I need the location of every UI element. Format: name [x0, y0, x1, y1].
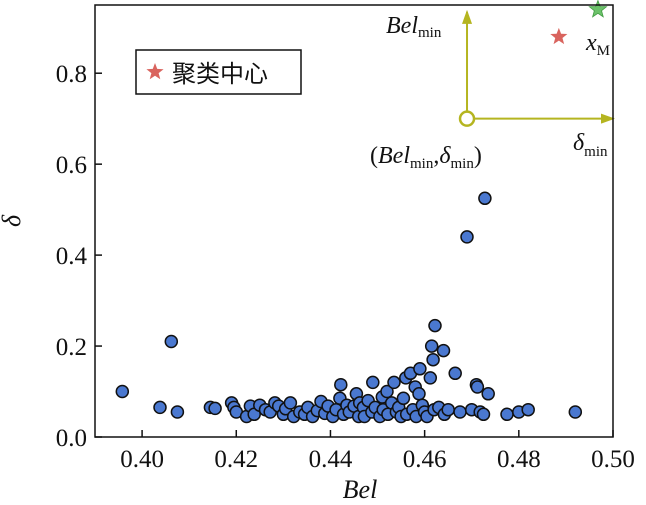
legend: 聚类中心	[135, 49, 302, 95]
legend-star-icon	[146, 63, 164, 80]
legend-label: 聚类中心	[172, 60, 268, 88]
data-point	[164, 334, 179, 349]
data-point	[412, 387, 426, 401]
x-tick-label-5: 0.50	[591, 446, 635, 473]
data-point	[481, 387, 495, 401]
annotation-origin-circle	[458, 110, 476, 127]
y-tick-label-3: 0.6	[56, 152, 87, 179]
x-tick-label-3: 0.46	[403, 446, 447, 473]
data-point	[441, 402, 455, 417]
data-point	[448, 366, 462, 381]
data-point	[334, 377, 348, 392]
y-tick-label-2: 0.4	[56, 243, 88, 270]
delta-min-label: δmin	[573, 130, 608, 160]
data-point	[568, 405, 583, 419]
data-point	[115, 384, 130, 399]
data-point	[478, 191, 492, 206]
data-point	[424, 339, 439, 353]
data-point	[500, 407, 514, 422]
data-point	[208, 401, 222, 416]
data-point	[428, 318, 442, 333]
x-tick-label-1: 0.42	[214, 446, 258, 473]
y-tick-label-1: 0.2	[56, 334, 87, 361]
x-tick-label-4: 0.48	[497, 446, 541, 473]
x-m-label: xM	[585, 30, 610, 59]
y-tick-label-4: 0.8	[56, 61, 87, 88]
x-m-star-icon	[588, 0, 608, 18]
plot-frame	[94, 4, 614, 438]
data-points	[115, 191, 583, 424]
data-point	[413, 362, 427, 376]
legend-box	[135, 49, 302, 95]
data-point	[521, 402, 535, 417]
axis-ticks: 0.40 0.42 0.44 0.46 0.48 0.50 0.0 0.2 0.4 0.6 0.8	[56, 61, 635, 473]
y-tick-label-0: 0.0	[56, 425, 87, 452]
data-point	[170, 405, 185, 419]
data-point	[476, 407, 491, 422]
data-point	[380, 384, 394, 399]
y-axis-label: δ	[0, 214, 26, 227]
cluster-center-star-icon	[550, 27, 568, 45]
data-point	[460, 230, 474, 244]
data-point	[470, 380, 485, 394]
bel-delta-min-annotation: Belmin δmin (Belmin,δmin)	[370, 9, 615, 172]
x-tick-label-2: 0.44	[309, 446, 353, 473]
data-point	[436, 343, 451, 358]
data-point	[366, 375, 380, 390]
data-point	[453, 405, 467, 419]
data-point	[423, 371, 438, 385]
data-point	[283, 396, 298, 410]
data-point	[426, 352, 440, 367]
data-point	[153, 400, 167, 415]
data-point	[387, 375, 401, 390]
bel-min-label: Belmin	[386, 13, 442, 41]
x-tick-label-0: 0.40	[120, 446, 164, 473]
origin-coordinate-label: (Belmin,δmin)	[370, 143, 482, 172]
x-axis-label: Bel	[343, 475, 378, 504]
data-point	[396, 391, 411, 406]
